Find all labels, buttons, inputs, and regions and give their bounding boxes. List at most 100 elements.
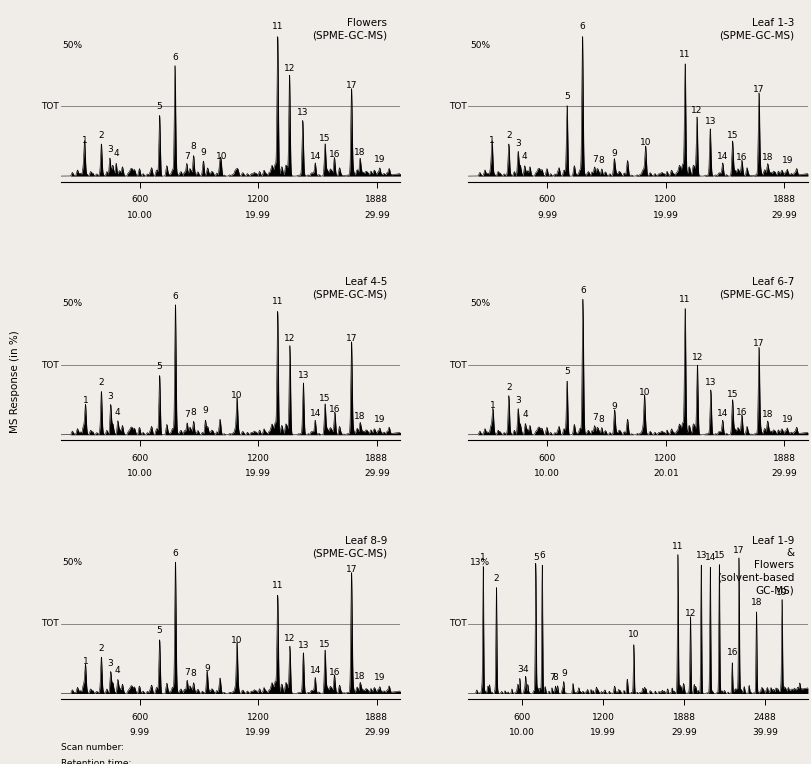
Text: 13%: 13% xyxy=(470,558,490,567)
Text: 14: 14 xyxy=(704,553,715,562)
Text: 15: 15 xyxy=(319,393,330,403)
Text: 8: 8 xyxy=(551,673,557,682)
Text: Scan number:: Scan number: xyxy=(61,743,124,753)
Text: 1200: 1200 xyxy=(247,196,269,204)
Text: 1: 1 xyxy=(488,137,495,145)
Text: 7: 7 xyxy=(184,410,190,419)
Text: 2: 2 xyxy=(98,644,104,653)
Text: 13: 13 xyxy=(297,371,309,380)
Text: 15: 15 xyxy=(726,390,737,399)
Text: 1: 1 xyxy=(83,656,88,665)
Text: 7: 7 xyxy=(184,152,190,160)
Text: Leaf 4-5
(SPME-GC-MS): Leaf 4-5 (SPME-GC-MS) xyxy=(311,277,386,299)
Text: 18: 18 xyxy=(354,672,365,681)
Text: 11: 11 xyxy=(272,22,283,31)
Text: TOT: TOT xyxy=(448,620,466,628)
Text: 50%: 50% xyxy=(470,299,490,309)
Text: 19.99: 19.99 xyxy=(245,469,271,478)
Text: 1888: 1888 xyxy=(365,713,388,722)
Text: 19: 19 xyxy=(775,588,787,597)
Text: Flowers
(SPME-GC-MS): Flowers (SPME-GC-MS) xyxy=(311,18,386,40)
Text: 1200: 1200 xyxy=(591,713,614,722)
Text: 18: 18 xyxy=(761,410,772,419)
Text: TOT: TOT xyxy=(448,102,466,111)
Text: 19: 19 xyxy=(374,673,385,682)
Text: 6: 6 xyxy=(579,22,585,31)
Text: 9: 9 xyxy=(560,669,566,678)
Text: 18: 18 xyxy=(750,598,762,607)
Text: MS Response (in %): MS Response (in %) xyxy=(10,331,19,433)
Text: 1: 1 xyxy=(490,400,496,410)
Text: 8: 8 xyxy=(191,669,196,678)
Text: 9.99: 9.99 xyxy=(130,728,150,737)
Text: 13: 13 xyxy=(297,108,308,118)
Text: 3: 3 xyxy=(108,392,114,401)
Text: 3: 3 xyxy=(107,144,113,154)
Text: 10: 10 xyxy=(628,630,639,639)
Text: 4: 4 xyxy=(521,410,527,419)
Text: 11: 11 xyxy=(679,295,690,303)
Text: 1200: 1200 xyxy=(247,713,269,722)
Text: 11: 11 xyxy=(672,542,683,551)
Text: 2: 2 xyxy=(493,575,499,583)
Text: 16: 16 xyxy=(328,151,340,160)
Text: 10.00: 10.00 xyxy=(508,728,534,737)
Text: 10: 10 xyxy=(231,636,242,645)
Text: 600: 600 xyxy=(131,454,148,463)
Text: 600: 600 xyxy=(538,196,556,204)
Text: 14: 14 xyxy=(309,409,320,418)
Text: Leaf 6-7
(SPME-GC-MS): Leaf 6-7 (SPME-GC-MS) xyxy=(719,277,793,299)
Text: 20.01: 20.01 xyxy=(652,469,678,478)
Text: 18: 18 xyxy=(761,153,772,162)
Text: 10: 10 xyxy=(639,138,650,147)
Text: 8: 8 xyxy=(191,408,196,416)
Text: 9.99: 9.99 xyxy=(537,211,556,219)
Text: 12: 12 xyxy=(284,634,295,643)
Text: 1: 1 xyxy=(480,553,486,562)
Text: 3: 3 xyxy=(108,659,114,668)
Text: 3: 3 xyxy=(515,397,521,406)
Text: 7: 7 xyxy=(548,673,554,682)
Text: 6: 6 xyxy=(579,286,585,295)
Text: 1888: 1888 xyxy=(772,196,795,204)
Text: Leaf 8-9
(SPME-GC-MS): Leaf 8-9 (SPME-GC-MS) xyxy=(311,536,386,558)
Text: 6: 6 xyxy=(172,53,178,62)
Text: 8: 8 xyxy=(191,142,196,151)
Text: 39.99: 39.99 xyxy=(751,728,777,737)
Text: 4: 4 xyxy=(115,408,120,416)
Text: 29.99: 29.99 xyxy=(363,728,389,737)
Text: TOT: TOT xyxy=(41,361,59,370)
Text: 8: 8 xyxy=(598,415,603,423)
Text: 7: 7 xyxy=(591,413,597,422)
Text: 1888: 1888 xyxy=(365,196,388,204)
Text: 4: 4 xyxy=(114,149,119,158)
Text: 29.99: 29.99 xyxy=(770,469,796,478)
Text: 1: 1 xyxy=(83,397,88,406)
Text: 18: 18 xyxy=(354,147,365,157)
Text: 5: 5 xyxy=(157,626,162,635)
Text: 50%: 50% xyxy=(62,299,83,309)
Text: 10.00: 10.00 xyxy=(127,469,152,478)
Text: 4: 4 xyxy=(115,666,120,675)
Text: 11: 11 xyxy=(272,581,283,591)
Text: 29.99: 29.99 xyxy=(670,728,696,737)
Text: 600: 600 xyxy=(131,196,148,204)
Text: 15: 15 xyxy=(713,551,724,559)
Text: 11: 11 xyxy=(679,50,690,59)
Text: 9: 9 xyxy=(611,149,616,158)
Text: 10.00: 10.00 xyxy=(534,469,560,478)
Text: 19: 19 xyxy=(780,415,792,423)
Text: 3: 3 xyxy=(517,665,522,674)
Text: 9: 9 xyxy=(200,147,206,157)
Text: 17: 17 xyxy=(345,565,357,574)
Text: 2: 2 xyxy=(98,378,104,387)
Text: 29.99: 29.99 xyxy=(770,211,796,219)
Text: 50%: 50% xyxy=(62,558,83,567)
Text: 19: 19 xyxy=(374,415,385,423)
Text: 4: 4 xyxy=(521,152,527,160)
Text: 6: 6 xyxy=(539,551,544,559)
Text: Leaf 1-9
&
Flowers
(solvent-based
GC-MS): Leaf 1-9 & Flowers (solvent-based GC-MS) xyxy=(716,536,793,595)
Text: 14: 14 xyxy=(309,666,320,675)
Text: 5: 5 xyxy=(532,553,538,562)
Text: 17: 17 xyxy=(732,546,744,555)
